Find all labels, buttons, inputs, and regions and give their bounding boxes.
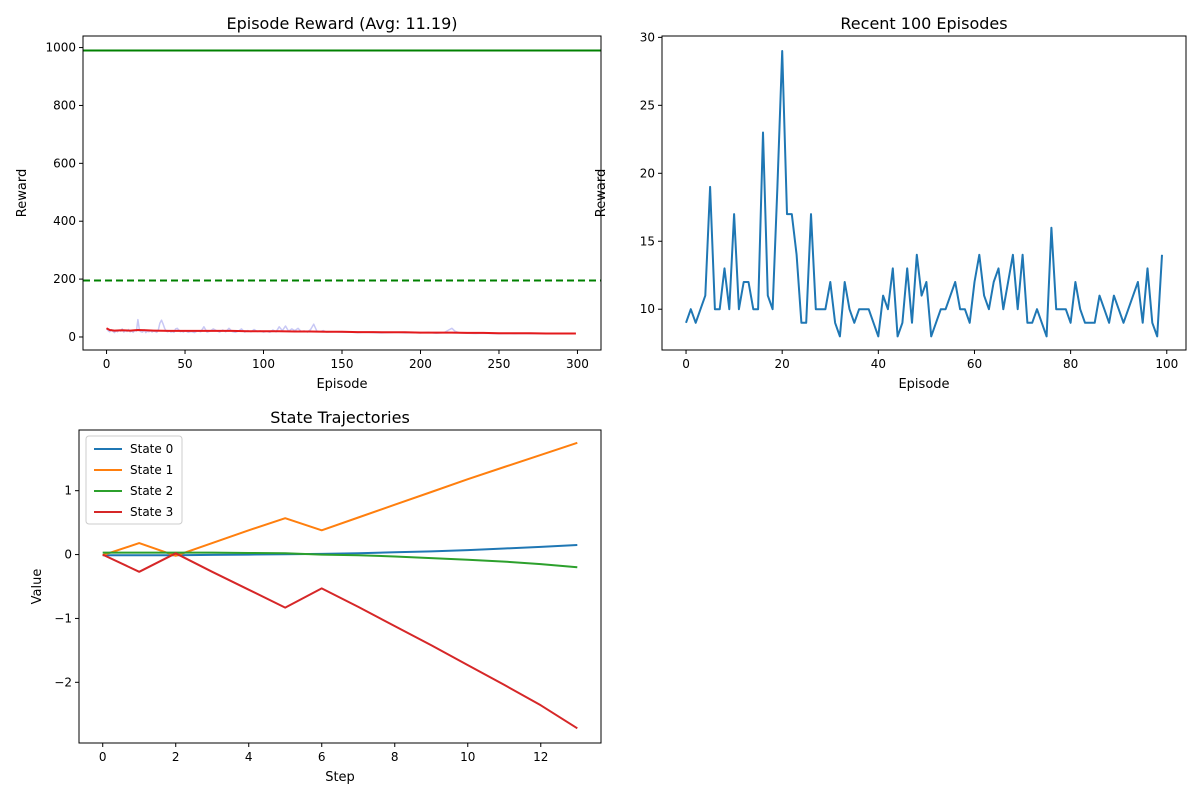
x-tick-label: 2 xyxy=(172,750,180,764)
y-tick-label: −2 xyxy=(54,675,72,689)
x-tick-label: 8 xyxy=(391,750,399,764)
series-line-1 xyxy=(102,441,578,557)
x-tick-label: 4 xyxy=(245,750,253,764)
legend-label: State 1 xyxy=(130,463,173,477)
y-axis-label: Reward xyxy=(594,169,609,217)
series-line-0 xyxy=(102,544,578,557)
x-axis-label: Step xyxy=(325,770,355,785)
y-tick-label: 10 xyxy=(640,302,655,316)
y-tick-label: 1000 xyxy=(45,41,76,55)
x-tick-label: 100 xyxy=(252,357,275,371)
y-tick-label: 20 xyxy=(640,166,655,180)
x-tick-label: 50 xyxy=(177,357,192,371)
x-tick-label: 200 xyxy=(409,357,432,371)
series-line-0 xyxy=(685,50,1163,338)
y-tick-label: 30 xyxy=(640,30,655,44)
y-tick-label: 1 xyxy=(64,484,72,498)
x-tick-label: 300 xyxy=(566,357,589,371)
y-axis-label: Reward xyxy=(15,169,30,217)
y-tick-label: 400 xyxy=(53,214,76,228)
axes-frame xyxy=(661,35,1187,351)
x-tick-label: 100 xyxy=(1155,357,1178,371)
chart-title: Episode Reward (Avg: 11.19) xyxy=(227,14,458,33)
legend-label: State 3 xyxy=(130,505,173,519)
axes-frame xyxy=(78,429,602,744)
x-axis-label: Episode xyxy=(316,377,367,392)
y-axis-label: Value xyxy=(30,569,45,605)
y-tick-label: 800 xyxy=(53,98,76,112)
x-tick-label: 60 xyxy=(967,357,982,371)
y-tick-label: 0 xyxy=(68,330,76,344)
y-tick-label: −1 xyxy=(54,611,72,625)
x-tick-label: 80 xyxy=(1063,357,1078,371)
y-tick-label: 200 xyxy=(53,272,76,286)
legend-label: State 0 xyxy=(130,442,173,456)
x-tick-label: 6 xyxy=(318,750,326,764)
x-tick-label: 0 xyxy=(99,750,107,764)
x-tick-label: 250 xyxy=(488,357,511,371)
y-tick-label: 0 xyxy=(64,548,72,562)
x-tick-label: 40 xyxy=(871,357,886,371)
recent-chart-group: 0 20 40 60 80 100 10 15 20 25 30 Recent 100 Episode… xyxy=(594,14,1187,392)
legend-label: State 2 xyxy=(130,484,173,498)
series-line-3 xyxy=(102,552,578,730)
x-axis-label: Episode xyxy=(898,377,949,392)
chart-title: State Trajectories xyxy=(270,408,410,427)
reward-chart-group: 0 50 100 150 200 250 300 0 200 400 600 800 1000 Episo… xyxy=(15,14,602,392)
y-tick-label: 600 xyxy=(53,156,76,170)
x-tick-label: 0 xyxy=(103,357,111,371)
y-tick-label: 15 xyxy=(640,234,655,248)
series-line-2 xyxy=(102,551,578,569)
series-line-1 xyxy=(106,327,576,335)
legend-box xyxy=(85,435,183,525)
states-chart-group: 0 2 4 6 8 10 12 −2 −1 0 1 State Trajectories Step Val… xyxy=(30,408,602,785)
x-tick-label: 0 xyxy=(682,357,690,371)
x-tick-label: 12 xyxy=(533,750,548,764)
x-tick-label: 20 xyxy=(775,357,790,371)
chart-title: Recent 100 Episodes xyxy=(840,14,1007,33)
x-tick-label: 10 xyxy=(460,750,475,764)
x-tick-label: 150 xyxy=(331,357,354,371)
y-tick-label: 25 xyxy=(640,98,655,112)
